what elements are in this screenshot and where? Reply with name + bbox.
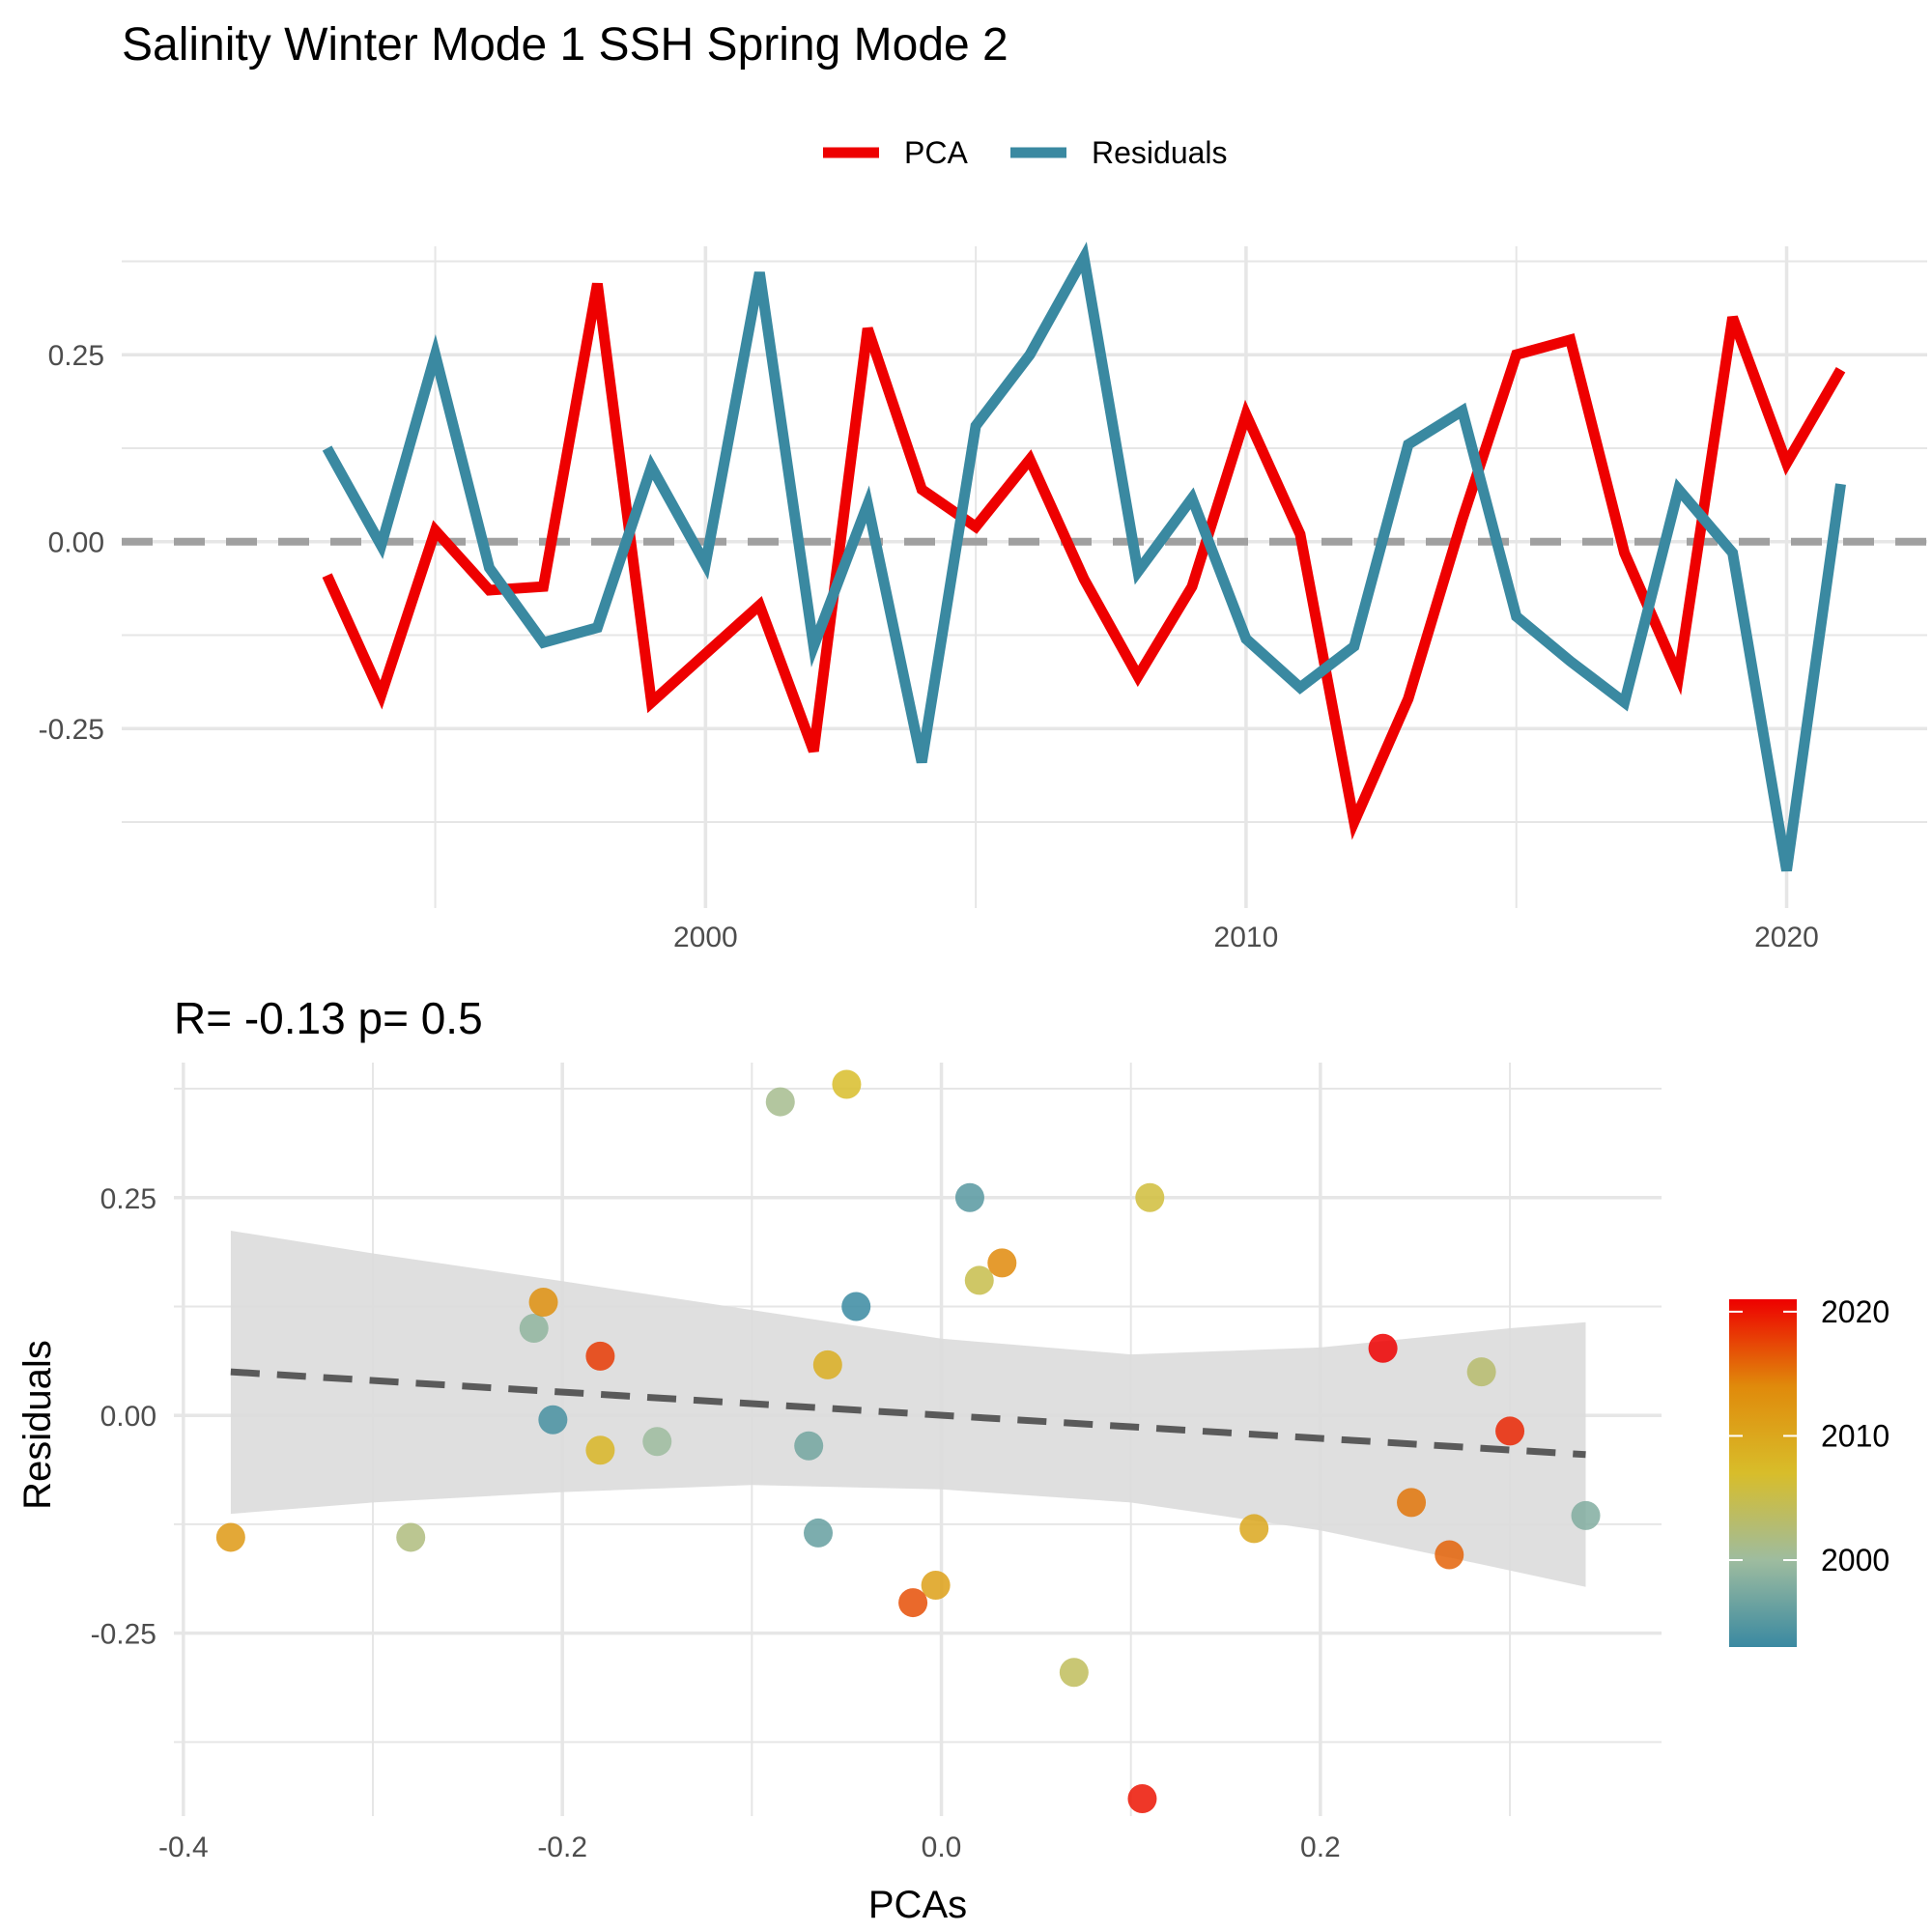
legend: PCA Residuals xyxy=(823,135,1228,170)
y-tick-label: -0.25 xyxy=(91,1619,156,1651)
scatter-point xyxy=(1397,1488,1427,1518)
colorbar-gradient xyxy=(1729,1299,1797,1647)
scatter-point xyxy=(538,1405,568,1435)
scatter-panel: -0.25 0.00 0.25 -0.4 -0.2 0.0 0.2 xyxy=(91,1063,1662,1863)
time-series-panel: -0.25 0.00 0.25 2000 2010 2020 xyxy=(39,242,1927,953)
scatter-point xyxy=(964,1265,994,1295)
correlation-subtitle: R= -0.13 p= 0.5 xyxy=(174,993,483,1043)
colorbar-tick-label: 2020 xyxy=(1821,1294,1889,1329)
x-tick-label: 2010 xyxy=(1214,922,1279,953)
scatter-point xyxy=(804,1518,834,1548)
x-tick-label: 0.0 xyxy=(922,1832,962,1863)
x-axis-title: PCAs xyxy=(868,1884,967,1926)
scatter-point xyxy=(841,1292,871,1321)
scatter-point xyxy=(1466,1357,1496,1387)
series-line-pca xyxy=(322,282,1846,840)
scatter-point xyxy=(794,1431,824,1461)
scatter-point xyxy=(954,1182,984,1212)
legend-label-pca: PCA xyxy=(904,135,968,170)
time-series-y-tick-labels: -0.25 0.00 0.25 xyxy=(39,340,104,746)
scatter-point xyxy=(528,1287,558,1317)
scatter-point xyxy=(812,1350,842,1379)
scatter-point xyxy=(987,1248,1017,1278)
y-tick-label: -0.25 xyxy=(39,714,104,746)
colorbar-tick-label: 2010 xyxy=(1821,1418,1889,1453)
time-series-x-tick-labels: 2000 2010 2020 xyxy=(673,922,1819,953)
chart-title: Salinity Winter Mode 1 SSH Spring Mode 2 xyxy=(122,19,1009,71)
scatter-point xyxy=(1127,1783,1157,1813)
scatter-point xyxy=(1135,1182,1165,1212)
scatter-point xyxy=(1239,1514,1269,1544)
scatter-y-tick-labels: -0.25 0.00 0.25 xyxy=(91,1183,156,1651)
scatter-point xyxy=(519,1314,549,1344)
x-tick-label: 2000 xyxy=(673,922,738,953)
scatter-point xyxy=(396,1522,426,1552)
scatter-point xyxy=(1059,1658,1089,1688)
x-tick-label: -0.4 xyxy=(158,1832,209,1863)
scatter-point xyxy=(1571,1500,1601,1530)
scatter-point xyxy=(215,1522,245,1552)
scatter-point xyxy=(765,1087,795,1117)
scatter-point xyxy=(1368,1333,1398,1363)
x-tick-label: 0.2 xyxy=(1300,1832,1341,1863)
y-tick-label: 0.25 xyxy=(48,340,104,372)
y-tick-label: 0.00 xyxy=(48,527,104,559)
scatter-point xyxy=(832,1069,862,1099)
scatter-point xyxy=(585,1341,615,1371)
colorbar: 2000 2010 2020 xyxy=(1729,1294,1889,1647)
scatter-point xyxy=(642,1427,672,1457)
regression-line xyxy=(230,1368,1586,1459)
scatter-point xyxy=(921,1571,951,1601)
scatter-point xyxy=(585,1435,615,1465)
scatter-x-tick-labels: -0.4 -0.2 0.0 0.2 xyxy=(158,1832,1341,1863)
x-tick-label: 2020 xyxy=(1754,922,1819,953)
colorbar-tick-label: 2000 xyxy=(1821,1543,1889,1577)
scatter-point xyxy=(1435,1540,1464,1570)
y-tick-label: 0.25 xyxy=(100,1183,156,1215)
confidence-ribbon xyxy=(230,1231,1586,1587)
scatter-point xyxy=(1495,1416,1525,1446)
series-line-residuals xyxy=(322,242,1846,872)
scatter-points xyxy=(215,1069,1601,1813)
x-tick-label: -0.2 xyxy=(537,1832,587,1863)
colorbar-ticks: 2000 2010 2020 xyxy=(1729,1294,1889,1577)
y-axis-title: Residuals xyxy=(16,1340,59,1510)
y-tick-label: 0.00 xyxy=(100,1401,156,1433)
legend-label-residuals: Residuals xyxy=(1092,135,1228,170)
scatter-point xyxy=(898,1588,928,1618)
